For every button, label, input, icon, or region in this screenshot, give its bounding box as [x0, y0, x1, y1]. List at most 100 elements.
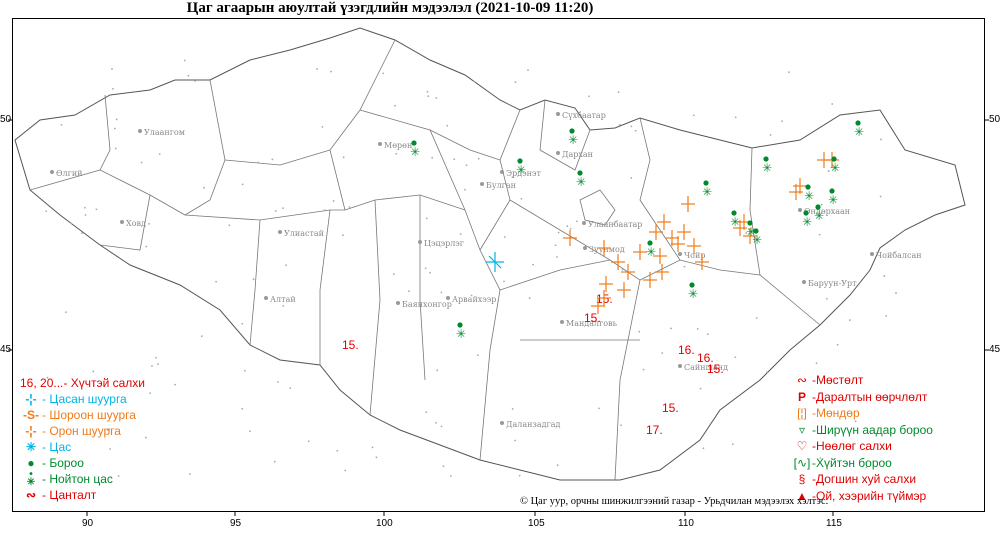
- x-tick-label: 100: [376, 518, 393, 529]
- y-tick-label: 50: [989, 114, 1000, 125]
- wind-speed-label: 15.: [707, 362, 724, 376]
- station-dot: [375, 456, 378, 459]
- station-dot: [440, 425, 443, 428]
- city-dot: [138, 129, 142, 133]
- station-dot: [394, 104, 396, 107]
- sleet-symbol: ✳: [568, 133, 578, 147]
- rain-symbol: [829, 188, 835, 194]
- legend-item-gust: ♡ -Нөөлөг салхи: [792, 438, 933, 455]
- rain-symbol: [647, 240, 653, 246]
- station-dot: [46, 376, 49, 379]
- blizzard-icon: -¦-: [25, 392, 37, 406]
- hail-icon: [¦]: [797, 406, 807, 421]
- legend-item-rain: ● - Бороо: [20, 455, 145, 471]
- station-dot: [528, 297, 531, 300]
- city-label: Цэцэрлэг: [424, 239, 464, 248]
- station-dot: [511, 408, 514, 410]
- storm-symbol: [671, 236, 685, 252]
- storm-symbol: [649, 224, 663, 240]
- station-dot: [459, 233, 462, 236]
- rain-symbol: [731, 210, 737, 216]
- city-label: Баянхонгор: [402, 300, 452, 309]
- legend-item-dust-storm: -S- - Шороон шуурга: [20, 407, 145, 423]
- station-dot: [45, 210, 48, 213]
- city-label: Мөрөн: [384, 141, 412, 150]
- rain-symbol: [517, 158, 523, 164]
- x-tick-label: 115: [826, 518, 842, 529]
- station-dot: [734, 356, 737, 359]
- snow-icon: ✳: [25, 440, 37, 454]
- station-dot: [588, 95, 591, 98]
- station-dot: [70, 222, 72, 225]
- city-dot: [870, 252, 874, 256]
- city-label: Улиастай: [284, 229, 324, 238]
- station-dot: [144, 436, 147, 439]
- city-dot: [500, 421, 504, 425]
- station-dot: [895, 292, 897, 294]
- city-label: Ховд: [126, 219, 146, 228]
- station-dot: [392, 273, 395, 276]
- legend-item-pressure: P -Даралтын өөрчлөлт: [792, 389, 933, 406]
- blizzard-symbol: [486, 252, 504, 272]
- station-dot: [429, 271, 431, 274]
- sleet-symbol: ✳: [746, 225, 756, 239]
- weather-symbol-layer: ✳✳✳✳✳✳✳✳✳✳✳✳✳✳✳✳✳✳: [410, 120, 864, 341]
- station-dot: [514, 81, 517, 83]
- legend-label: - Цанталт: [42, 488, 97, 502]
- sleet-icon: • ✳: [26, 469, 36, 488]
- city-dot: [120, 220, 124, 224]
- station-dot: [699, 387, 702, 390]
- legend-label: -Нөөлөг салхи: [812, 439, 892, 454]
- station-dot: [621, 268, 624, 271]
- station-dot: [395, 152, 398, 155]
- city-dot: [556, 112, 560, 116]
- storm-symbol: [695, 254, 709, 270]
- sleet-symbol: ✳: [830, 161, 840, 175]
- rain-symbol: [703, 180, 709, 186]
- sleet-symbol: ✳: [688, 287, 698, 301]
- station-dot: [307, 440, 310, 443]
- y-tick-label: 45: [0, 344, 12, 355]
- legend-label: -Хүйтэн бороо: [812, 455, 892, 470]
- rain-symbol: [855, 120, 861, 126]
- station-dot: [241, 322, 244, 325]
- station-dot: [215, 280, 218, 283]
- station-dot: [336, 449, 339, 452]
- station-dot: [84, 214, 87, 216]
- station-dot: [642, 368, 645, 371]
- station-dot: [81, 232, 83, 235]
- storm-symbol: [611, 254, 625, 270]
- city-dot: [378, 142, 382, 146]
- storm-symbol: [681, 196, 695, 212]
- station-dot: [341, 234, 344, 237]
- sleet-symbol: ✳: [516, 163, 526, 177]
- rain-symbol: [577, 170, 583, 176]
- station-dot: [734, 116, 737, 119]
- station-dot: [382, 72, 385, 75]
- station-dot: [766, 371, 768, 374]
- legend-label: -Мөстөлт: [812, 373, 864, 388]
- city-label: Мандалговь: [566, 319, 618, 328]
- city-label: Өлгий: [56, 169, 83, 178]
- station-dot: [831, 103, 834, 105]
- station-dot: [155, 356, 157, 359]
- legend-left: 16, 20... - Хүчтэй салхи -¦- - Цасан шуу…: [20, 375, 145, 503]
- storm-symbol: [743, 228, 757, 244]
- storm-symbol: [633, 244, 647, 260]
- storm-symbol: [621, 264, 635, 280]
- storm-symbol: [617, 282, 631, 298]
- pressure-icon: P: [797, 389, 806, 404]
- sleet-symbol: ✳: [828, 193, 838, 207]
- city-dot: [264, 296, 268, 300]
- city-dot: [556, 151, 560, 155]
- storm-icon: -¦-: [25, 424, 37, 438]
- sleet-symbol: ✳: [702, 185, 712, 199]
- station-dot: [453, 158, 456, 161]
- station-dot: [285, 264, 287, 266]
- station-dot: [151, 365, 153, 367]
- station-dot: [518, 474, 521, 477]
- legend-item-fire: ▲ -Ой, хээрийн түймэр: [792, 488, 933, 505]
- legend-label: - Шороон шуурга: [42, 408, 136, 422]
- legend-item-storm: -¦- - Орон шуурга: [20, 423, 145, 439]
- sleet-symbol: ✳: [576, 175, 586, 189]
